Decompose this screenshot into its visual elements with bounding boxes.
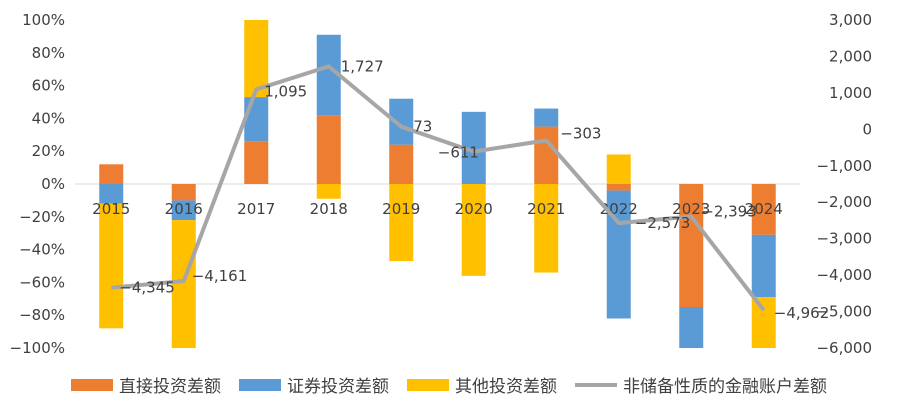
bar-segment [316, 115, 341, 184]
bar-segment [171, 200, 196, 221]
bar-segment [389, 144, 414, 184]
legend-label: 直接投资差额 [119, 377, 221, 397]
bar-segment [751, 234, 776, 298]
line-data-label: −303 [560, 124, 601, 142]
legend-swatch-orange [71, 378, 113, 391]
line-data-label: −2,573 [635, 214, 691, 232]
bar-segment [679, 184, 704, 307]
right-tick-label: −2,000 [816, 193, 872, 211]
bar-segment [244, 20, 269, 98]
bar-segment [316, 184, 341, 199]
bar-segment [461, 184, 486, 276]
line-data-label: −4,161 [192, 267, 248, 285]
left-tick-label: 0% [41, 175, 65, 193]
left-tick-label: −100% [10, 339, 65, 357]
category-label: 2017 [237, 200, 275, 218]
bar-segment [534, 126, 559, 184]
left-tick-label: 40% [32, 109, 65, 127]
legend-swatch-yellow [407, 378, 449, 391]
bar-segment [244, 97, 269, 142]
line-data-label: −611 [438, 144, 479, 162]
category-labels: 2015 2016 2017 2018 2019 2020 2021 2022 2023 2024 [92, 200, 783, 218]
left-axis: −100% −80% −60% −40% −20% 0% 20% 40% 60% 80% 100% [10, 11, 65, 357]
legend-item-securities-investment: 证券投资差额 [239, 372, 389, 397]
line-data-label: −4,962 [774, 304, 830, 322]
line-data-label: 1,095 [264, 82, 307, 100]
bar-segment [679, 307, 704, 348]
legend: 直接投资差额 证券投资差额 其他投资差额 非储备性质的金融账户差额 [0, 372, 898, 397]
right-tick-label: 1,000 [829, 84, 872, 102]
legend-item-direct-investment: 直接投资差额 [71, 372, 221, 397]
category-label: 2018 [310, 200, 348, 218]
category-label: 2015 [92, 200, 130, 218]
legend-swatch-blue [239, 378, 281, 391]
right-tick-label: −1,000 [816, 157, 872, 175]
right-axis: −6,000 −5,000 −4,000 −3,000 −2,000 −1,000 0 1,0… [816, 11, 872, 357]
category-label: 2023 [672, 200, 710, 218]
left-tick-label: −40% [19, 241, 65, 259]
legend-label: 其他投资差额 [455, 377, 557, 397]
right-tick-label: −4,000 [816, 266, 872, 284]
bar-segment [99, 203, 124, 329]
legend-label: 证券投资差额 [287, 377, 389, 397]
legend-item-financial-account: 非储备性质的金融账户差额 [575, 372, 827, 397]
bar-series [99, 20, 776, 348]
right-tick-label: 2,000 [829, 47, 872, 65]
line-data-label: 1,727 [341, 57, 384, 75]
category-label: 2024 [745, 200, 783, 218]
bar-segment [751, 184, 776, 235]
right-tick-label: −3,000 [816, 230, 872, 248]
right-tick-label: 3,000 [829, 11, 872, 29]
line-data-label: −2,393 [701, 203, 757, 221]
bar-segment [99, 164, 124, 184]
right-tick-label: 0 [862, 120, 872, 138]
left-tick-label: 80% [32, 44, 65, 62]
bar-segment [606, 184, 631, 191]
category-label: 2021 [527, 200, 565, 218]
bar-segment [171, 184, 196, 201]
left-tick-label: −60% [19, 273, 65, 291]
left-tick-label: −80% [19, 306, 65, 324]
category-label: 2019 [382, 200, 420, 218]
line-data-labels: −4,345 −4,161 1,095 1,727 73 −611 −303 −2,573 −2… [119, 57, 829, 322]
legend-label: 非储备性质的金融账户差额 [623, 377, 827, 397]
category-label: 2016 [165, 200, 203, 218]
legend-item-other-investment: 其他投资差额 [407, 372, 557, 397]
category-label: 2020 [455, 200, 493, 218]
right-tick-label: −6,000 [816, 339, 872, 357]
chart-svg: −100%−80%−60%−40%−20%0%20%40%60%80%100% … [10, 11, 872, 357]
right-tick-label: −5,000 [816, 303, 872, 321]
left-tick-label: −20% [19, 208, 65, 226]
line-data-label: −4,345 [119, 279, 175, 297]
bar-segment [99, 184, 124, 204]
line-data-label: 73 [413, 118, 432, 136]
bar-segment [244, 141, 269, 184]
left-tick-label: 60% [32, 77, 65, 95]
bar-segment [534, 184, 559, 273]
financial-account-line [111, 64, 766, 312]
bar-segment [751, 297, 776, 348]
bar-segment [389, 184, 414, 262]
bar-segment [171, 220, 196, 348]
bar-segment [606, 154, 631, 184]
legend-swatch-gray-line [575, 382, 617, 387]
left-tick-label: 100% [22, 11, 65, 29]
bar-segment [534, 108, 559, 127]
left-tick-label: 20% [32, 142, 65, 160]
